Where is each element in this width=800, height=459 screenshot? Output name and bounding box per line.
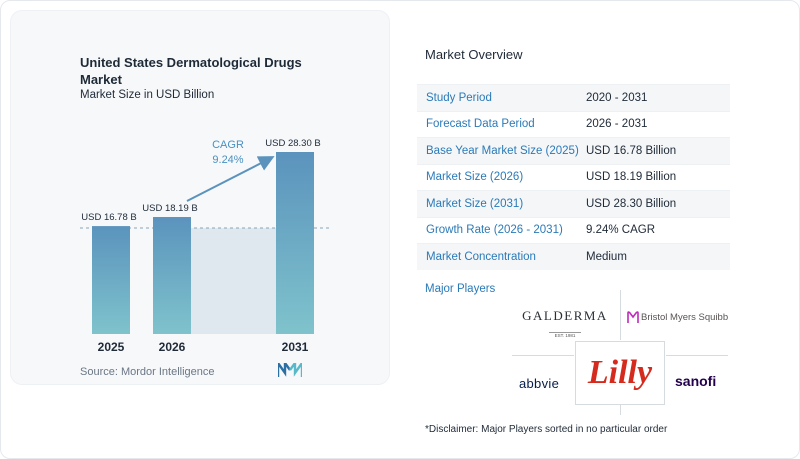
x-tick-2026: 2026 xyxy=(159,340,186,354)
sanofi-name: sanofi xyxy=(675,373,717,389)
x-tick-2025: 2025 xyxy=(98,340,125,354)
overview-key: Market Size (2026) xyxy=(426,171,524,184)
lilly-name: Lilly xyxy=(587,354,653,391)
overview-key: Forecast Data Period xyxy=(426,118,535,131)
divider-horizontal-left xyxy=(512,355,574,356)
overview-title: Market Overview xyxy=(425,47,523,62)
overview-row: Forecast Data Period 2026 - 2031 xyxy=(417,110,730,138)
galderma-logo: GALDERMA EST. 1981 xyxy=(515,308,615,342)
bms-mark-icon xyxy=(627,311,639,323)
divider-vertical-bottom xyxy=(620,405,621,415)
overview-key: Base Year Market Size (2025) xyxy=(426,144,579,157)
overview-value: USD 18.19 Billion xyxy=(586,171,677,184)
lilly-logo: Lilly xyxy=(575,341,665,405)
cagr-value: 9.24% xyxy=(212,154,243,166)
overview-value: 2020 - 2031 xyxy=(586,91,648,104)
data-label-2026: USD 18.19 B xyxy=(142,203,197,214)
bar-2025 xyxy=(92,226,130,334)
bms-name: Bristol Myers Squibb xyxy=(641,311,729,323)
major-players-title: Major Players xyxy=(425,283,496,295)
overview-row: Market Size (2031) USD 28.30 Billion xyxy=(417,190,730,217)
cagr-label: CAGR xyxy=(212,139,244,151)
galderma-subtitle: EST. 1981 xyxy=(548,332,582,338)
chart-subtitle: Market Size in USD Billion xyxy=(80,89,215,101)
galderma-name: GALDERMA xyxy=(522,308,608,323)
overview-value: USD 28.30 Billion xyxy=(586,197,677,210)
x-tick-2031: 2031 xyxy=(282,340,309,354)
bars-group: USD 16.78 B 2025 USD 18.19 B 2026 USD 28.30 … xyxy=(81,138,320,354)
overview-value: 9.24% CAGR xyxy=(586,224,656,237)
overview-value: 2026 - 2031 xyxy=(586,118,648,131)
overview-value: USD 16.78 Billion xyxy=(586,144,677,157)
overview-key: Market Concentration xyxy=(426,250,536,263)
bar-2031 xyxy=(276,152,314,334)
overview-value: Medium xyxy=(586,250,627,263)
data-label-2031: USD 28.30 B xyxy=(265,138,320,149)
overview-row: Growth Rate (2026 - 2031) 9.24% CAGR xyxy=(417,216,730,244)
overview-key: Growth Rate (2026 - 2031) xyxy=(426,224,563,237)
disclaimer-text: *Disclaimer: Major Players sorted in no … xyxy=(425,424,668,435)
mordor-logo-icon xyxy=(278,363,302,377)
overview-row: Market Concentration Medium xyxy=(417,243,730,270)
bar-2026 xyxy=(153,217,191,334)
chart-title: United States Dermatological Drugs Marke… xyxy=(80,55,302,87)
source-text: Source: Mordor Intelligence xyxy=(80,366,215,378)
overview-table: Study Period 2020 - 2031 Forecast Data P… xyxy=(417,84,730,270)
data-label-2025: USD 16.78 B xyxy=(81,212,136,223)
overview-key: Study Period xyxy=(426,91,492,104)
growth-shade xyxy=(190,228,276,334)
abbvie-name: abbvie xyxy=(519,376,560,391)
bms-logo: Bristol Myers Squibb xyxy=(627,310,728,324)
sanofi-logo: sanofi xyxy=(675,373,716,391)
overview-row: Market Size (2026) USD 18.19 Billion xyxy=(417,163,730,191)
cagr-arrow xyxy=(186,156,275,202)
overview-row: Base Year Market Size (2025) USD 16.78 B… xyxy=(417,137,730,164)
bar-chart: USD 16.78 B 2025 USD 18.19 B 2026 USD 28.30 … xyxy=(80,138,330,354)
overview-row: Study Period 2020 - 2031 xyxy=(417,84,730,111)
divider-horizontal-right xyxy=(666,355,728,356)
divider-vertical-top xyxy=(620,290,621,340)
overview-key: Market Size (2031) xyxy=(426,197,524,210)
abbvie-logo: abbvie xyxy=(519,375,559,393)
